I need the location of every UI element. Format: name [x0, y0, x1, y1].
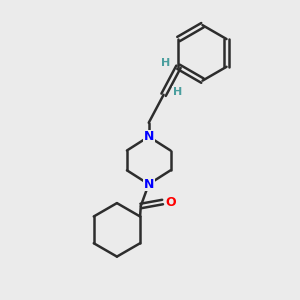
- Text: O: O: [165, 196, 176, 208]
- Text: N: N: [143, 178, 154, 191]
- Text: H: H: [173, 87, 182, 97]
- Text: N: N: [143, 130, 154, 143]
- Text: H: H: [161, 58, 170, 68]
